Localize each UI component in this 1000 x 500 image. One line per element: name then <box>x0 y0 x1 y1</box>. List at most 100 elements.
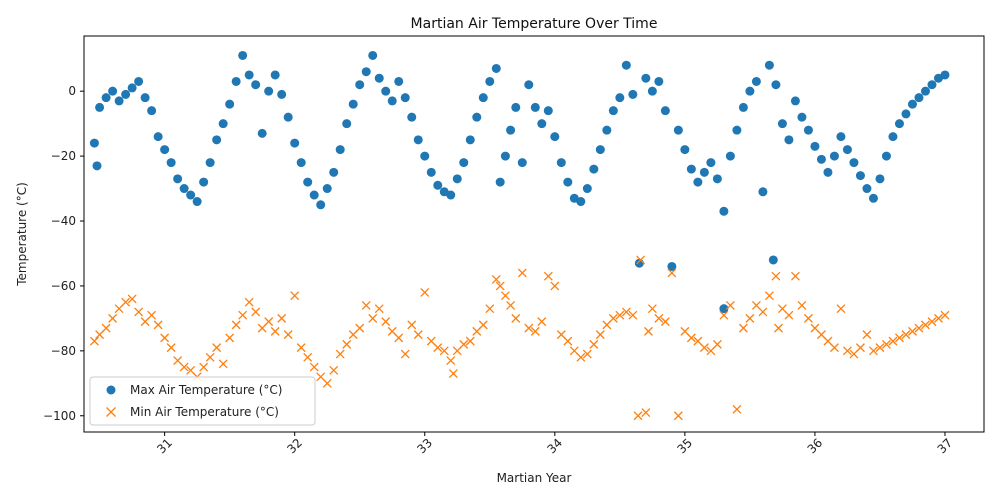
min-temp-point <box>448 369 458 379</box>
max-temp-point <box>244 70 254 80</box>
min-temp-point <box>322 378 332 388</box>
min-temp-point <box>660 317 670 327</box>
max-temp-point <box>140 93 150 103</box>
max-temp-point <box>374 73 384 83</box>
max-temp-point <box>186 190 196 200</box>
min-temp-point <box>277 313 287 323</box>
max-temp-point <box>706 158 716 168</box>
min-temp-point <box>803 313 813 323</box>
max-temp-point <box>530 102 540 112</box>
max-temp-point <box>270 70 280 80</box>
plot-area <box>83 35 985 433</box>
max-temp-point <box>686 164 696 174</box>
max-temp-point <box>166 158 176 168</box>
max-temp-point <box>751 76 761 86</box>
max-temp-point <box>608 106 618 116</box>
min-temp-point <box>667 268 677 278</box>
min-temp-point <box>543 271 553 281</box>
max-temp-point <box>121 89 131 99</box>
min-temp-point <box>855 343 865 353</box>
max-temp-point <box>589 164 599 174</box>
min-temp-point <box>641 408 651 417</box>
max-temp-point <box>446 190 456 200</box>
min-temp-point <box>465 336 475 346</box>
max-temp-point <box>459 158 469 168</box>
min-temp-point <box>309 362 319 372</box>
max-temp-point <box>400 93 410 103</box>
max-temp-point <box>329 167 339 177</box>
max-temp-point <box>335 145 345 155</box>
min-temp-point <box>407 320 417 330</box>
max-temp-point <box>192 197 202 207</box>
max-temp-point <box>576 197 586 207</box>
max-temp-point <box>550 132 560 142</box>
min-temp-point <box>784 310 794 320</box>
min-temp-point <box>329 365 339 375</box>
min-temp-point <box>595 330 605 340</box>
chart-title: Martian Air Temperature Over Time <box>411 16 658 32</box>
min-temp-point <box>615 310 625 320</box>
min-temp-point <box>758 307 768 317</box>
max-temp-point <box>361 67 371 77</box>
min-temp-point <box>446 356 456 366</box>
max-temp-point <box>452 174 462 184</box>
min-temp-point <box>374 304 384 314</box>
min-temp-point <box>563 336 573 346</box>
min-temp-point <box>238 310 248 320</box>
min-temp-point <box>875 343 885 353</box>
max-temp-point <box>849 158 859 168</box>
min-temp-point <box>134 307 144 317</box>
max-temp-point <box>862 184 872 194</box>
max-temp-point <box>634 258 644 268</box>
x-axis-title: Martian Year <box>497 471 572 485</box>
min-temp-point <box>361 300 371 310</box>
min-temp-point <box>485 304 495 314</box>
max-temp-point <box>543 106 553 116</box>
min-temp-point <box>921 320 930 330</box>
min-temp-point <box>881 339 891 349</box>
min-temp-point <box>511 313 521 323</box>
min-temp-point <box>895 333 904 343</box>
max-temp-point <box>127 83 137 93</box>
max-temp-point <box>784 135 794 145</box>
min-temp-point <box>686 333 696 343</box>
min-temp-point <box>589 339 599 349</box>
min-temp-point <box>621 307 631 317</box>
min-temp-point <box>643 326 653 336</box>
max-temp-point <box>212 135 222 145</box>
max-temp-point <box>602 125 612 135</box>
min-temp-point <box>608 313 618 323</box>
max-temp-point <box>218 119 228 129</box>
max-temp-point <box>179 184 189 194</box>
legend-label-max: Max Air Temperature (°C) <box>130 383 282 397</box>
max-temp-point <box>381 86 391 96</box>
max-temp-point <box>524 80 534 90</box>
min-temp-point <box>506 300 516 310</box>
max-temp-point <box>225 99 235 109</box>
max-temp-point <box>491 63 501 73</box>
min-temp-point <box>121 297 131 307</box>
max-temp-point <box>732 125 742 135</box>
max-temp-point <box>322 184 332 194</box>
min-temp-point <box>673 411 683 421</box>
min-temp-point <box>738 323 748 333</box>
max-temp-point <box>621 60 631 70</box>
max-temp-point <box>901 109 911 119</box>
max-temp-point <box>810 141 820 151</box>
max-temp-point <box>582 184 592 194</box>
max-temp-point <box>764 60 774 70</box>
y-tick-label: −100 <box>43 409 76 423</box>
legend-marker-min <box>106 407 116 417</box>
max-temp-point <box>316 200 326 210</box>
min-temp-point <box>199 362 209 372</box>
max-temp-point <box>641 73 651 83</box>
max-temp-point <box>506 125 516 135</box>
max-temp-point <box>147 106 157 116</box>
max-temp-point <box>595 145 605 155</box>
min-temp-point <box>491 274 501 284</box>
max-temp-point <box>680 145 690 155</box>
min-temp-point <box>732 404 742 414</box>
min-temp-point <box>636 255 646 265</box>
max-temp-point <box>829 151 839 161</box>
series-max-air-temperature <box>89 50 950 314</box>
